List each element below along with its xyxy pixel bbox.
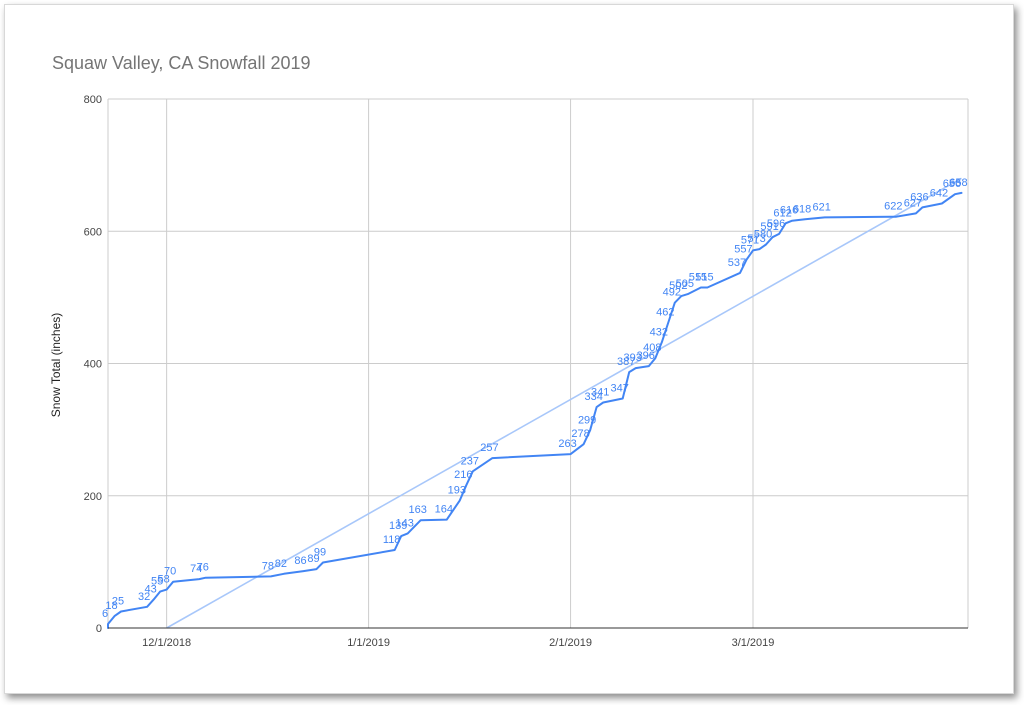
snow-total-line — [107, 191, 963, 629]
data-label: 596 — [767, 218, 785, 230]
data-label: 58 — [158, 574, 170, 586]
data-label: 118 — [383, 534, 401, 546]
data-label: 237 — [461, 455, 479, 467]
data-label: 18 — [105, 600, 117, 612]
data-label: 656 — [943, 178, 961, 190]
data-label: 515 — [695, 271, 713, 283]
data-label: 164 — [435, 504, 453, 516]
data-label: 408 — [643, 342, 661, 354]
data-label: 616 — [780, 205, 798, 217]
x-tick-label: 2/1/2019 — [549, 637, 592, 649]
data-label: 43 — [144, 584, 156, 596]
data-label: 502 — [669, 280, 687, 292]
x-tick-label: 1/1/2019 — [347, 637, 390, 649]
data-label: 557 — [734, 244, 752, 256]
data-label: 591 — [760, 221, 778, 233]
data-label: 99 — [314, 547, 326, 559]
data-label: 82 — [275, 558, 287, 570]
data-label: 334 — [584, 391, 602, 403]
data-label: 658 — [949, 177, 967, 189]
data-label: 193 — [448, 484, 466, 496]
y-tick-label: 800 — [84, 94, 102, 106]
x-tick-label: 3/1/2019 — [732, 637, 775, 649]
data-label: 257 — [480, 442, 498, 454]
data-label: 627 — [904, 197, 922, 209]
data-label: 462 — [656, 307, 674, 319]
data-label: 347 — [611, 383, 629, 395]
data-label: 505 — [676, 278, 694, 290]
data-label: 86 — [294, 555, 306, 567]
data-label: 143 — [396, 517, 414, 529]
data-label: 6 — [102, 608, 108, 620]
data-label: 621 — [812, 201, 830, 213]
data-label: 78 — [262, 560, 274, 572]
data-label: 492 — [663, 287, 681, 299]
data-label: 32 — [138, 591, 150, 603]
data-label: 89 — [307, 553, 319, 565]
series-layer — [107, 191, 963, 629]
y-tick-label: 0 — [96, 623, 102, 635]
data-label: 622 — [884, 201, 902, 213]
data-label: 263 — [558, 438, 576, 450]
axes: 0 200 400 600 800 12/1/2018 1/1/2019 2/1/2019 3/… — [84, 94, 968, 649]
gridlines — [107, 98, 969, 628]
data-label: 537 — [728, 257, 746, 269]
data-label: 432 — [650, 326, 668, 338]
y-tick-label: 200 — [84, 491, 102, 503]
data-label: 387 — [617, 356, 635, 368]
chart-title: Squaw Valley, CA Snowfall 2019 — [52, 53, 311, 73]
data-label: 571 — [741, 234, 759, 246]
data-label: 396 — [637, 350, 655, 362]
data-label: 139 — [389, 520, 407, 532]
data-label: 642 — [930, 187, 948, 199]
data-label: 636 — [910, 191, 928, 203]
data-label: 515 — [689, 271, 707, 283]
data-label: 55 — [151, 576, 163, 588]
data-label: 299 — [578, 414, 596, 426]
data-label: 618 — [793, 203, 811, 215]
trendline — [166, 177, 962, 629]
data-label: 76 — [197, 562, 209, 574]
chart-frame: Squaw Valley, CA Snowfall 2019 — [4, 4, 1014, 694]
y-axis-label: Snow Total (inches) — [49, 313, 63, 418]
data-label: 216 — [454, 469, 472, 481]
data-label: 573 — [747, 233, 765, 245]
data-label: 163 — [409, 504, 427, 516]
data-label: 341 — [591, 387, 609, 399]
y-tick-label: 600 — [84, 226, 102, 238]
data-label: 393 — [624, 352, 642, 364]
data-label: 70 — [164, 566, 176, 578]
data-label: 612 — [773, 207, 791, 219]
x-tick-label: 12/1/2018 — [142, 637, 191, 649]
data-label: 580 — [754, 228, 772, 240]
data-label: 25 — [112, 595, 124, 607]
data-label: 74 — [190, 563, 202, 575]
y-tick-label: 400 — [84, 359, 102, 371]
trendline-layer — [166, 177, 962, 629]
data-label: 278 — [571, 428, 589, 440]
